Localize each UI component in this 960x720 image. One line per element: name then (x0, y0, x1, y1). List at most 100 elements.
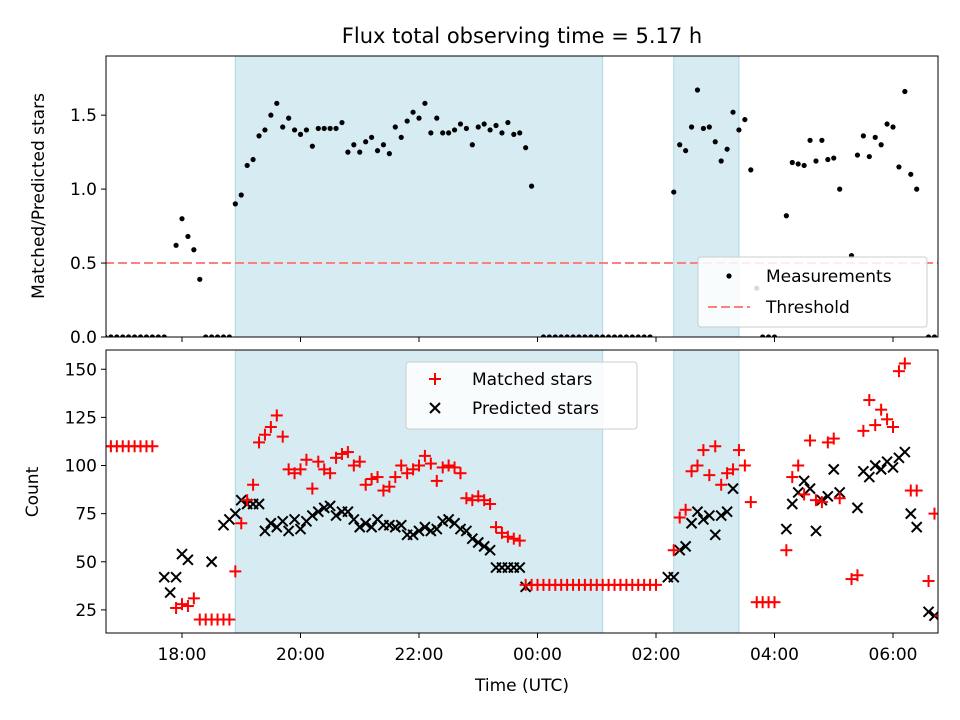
measurement-point (511, 131, 517, 137)
measurement-point (321, 125, 327, 132)
matched-star-point (442, 459, 455, 472)
matched-star-point (460, 492, 473, 505)
measurement-point (552, 334, 558, 337)
measurement-point (380, 142, 387, 148)
matched-star-point (768, 596, 781, 609)
predicted-star-point (792, 486, 804, 499)
predicted-star-point (265, 517, 277, 529)
measurement-point (469, 142, 475, 148)
measurement-point (280, 124, 286, 130)
measurement-point (209, 334, 215, 337)
matched-star-point (780, 544, 793, 557)
measurement-point (914, 186, 920, 192)
predicted-star-point (786, 498, 798, 510)
measurement-point (677, 142, 683, 148)
matched-star-point (798, 488, 811, 501)
legend-matched-label: Matched stars (472, 370, 592, 390)
predicted-star-point (922, 606, 935, 618)
matched-star-point (229, 565, 242, 578)
measurement-point (250, 156, 256, 163)
top-shaded-spans (234, 56, 740, 337)
matched-star-point (650, 578, 662, 591)
x-tick-label: 04:00 (750, 645, 799, 665)
y-tick-label: 100 (65, 457, 97, 477)
predicted-star-point (685, 517, 698, 529)
matched-star-point (513, 534, 526, 547)
predicted-star-point (484, 544, 496, 556)
x-tick-label: 06:00 (869, 645, 918, 665)
measurement-point (274, 100, 280, 106)
matched-star-point (667, 544, 680, 557)
shaded-span-1 (673, 350, 740, 633)
matched-star-point (270, 409, 283, 422)
matched-star-point (786, 471, 799, 484)
measurement-point (523, 145, 529, 151)
measurement-point (872, 134, 878, 140)
measurement-point (303, 127, 310, 133)
measurement-point (434, 115, 440, 121)
predicted-star-point (715, 509, 727, 522)
predicted-star-point (348, 513, 360, 526)
measurement-point (831, 155, 837, 161)
predicted-star-point (395, 519, 407, 531)
matched-star-point (490, 521, 503, 534)
measurement-point (315, 125, 321, 132)
measurement-point (641, 334, 647, 337)
matched-star-point (223, 613, 236, 626)
measurement-point (908, 171, 914, 177)
predicted-star-point (288, 513, 301, 526)
measurement-point (161, 334, 167, 337)
y-tick-label: 150 (65, 360, 97, 380)
legend-measurements-marker (726, 273, 732, 279)
measurement-point (789, 159, 795, 166)
matched-star-point (294, 463, 307, 476)
top-y-axis-label: Matched/Predicted stars (29, 93, 49, 299)
matched-star-point (436, 461, 449, 474)
measurement-point (546, 334, 552, 337)
measurement-point (238, 192, 244, 198)
matched-star-point (324, 467, 337, 480)
measurement-point (760, 334, 766, 337)
predicted-star-point (306, 509, 319, 522)
predicted-star-point (514, 561, 526, 574)
measurement-point (505, 119, 511, 126)
x-axis-label: Time (UTC) (474, 676, 569, 696)
measurement-point (487, 127, 493, 133)
predicted-star-point (460, 525, 473, 537)
predicted-star-point (312, 506, 324, 518)
measurement-point (185, 233, 191, 240)
matched-star-point (395, 459, 408, 472)
matched-star-point (685, 465, 698, 478)
matched-star-point (851, 569, 864, 582)
predicted-star-point (810, 525, 822, 537)
predicted-star-point (229, 507, 242, 520)
top-legend: Measurements Threshold (697, 256, 928, 328)
predicted-star-point (478, 540, 490, 553)
measurement-point (262, 127, 268, 133)
matched-star-point (501, 530, 514, 543)
measurement-point (309, 143, 315, 149)
measurement-point (143, 334, 150, 337)
measurement-point (718, 158, 724, 164)
measurement-point (837, 186, 843, 192)
matched-star-point (241, 494, 254, 507)
y-tick-label: 50 (75, 553, 97, 573)
top-y-ticks: 0.0 0.5 1.0 1.5 (70, 106, 106, 348)
predicted-star-point (342, 506, 354, 518)
predicted-star-point (863, 471, 876, 483)
measurement-point (244, 162, 250, 169)
measurement-point (819, 137, 825, 143)
legend-threshold-label: Threshold (765, 298, 850, 318)
predicted-star-point (205, 556, 218, 568)
measurement-point (220, 334, 227, 337)
measurement-point (179, 216, 185, 222)
measurement-point (748, 167, 754, 173)
measurement-point (950, 334, 955, 339)
measurement-point (582, 334, 588, 337)
measurement-point (712, 139, 718, 145)
predicted-star-point (697, 513, 710, 526)
measurement-point (730, 109, 736, 115)
matched-star-point (253, 436, 266, 449)
measurement-point (671, 189, 677, 195)
